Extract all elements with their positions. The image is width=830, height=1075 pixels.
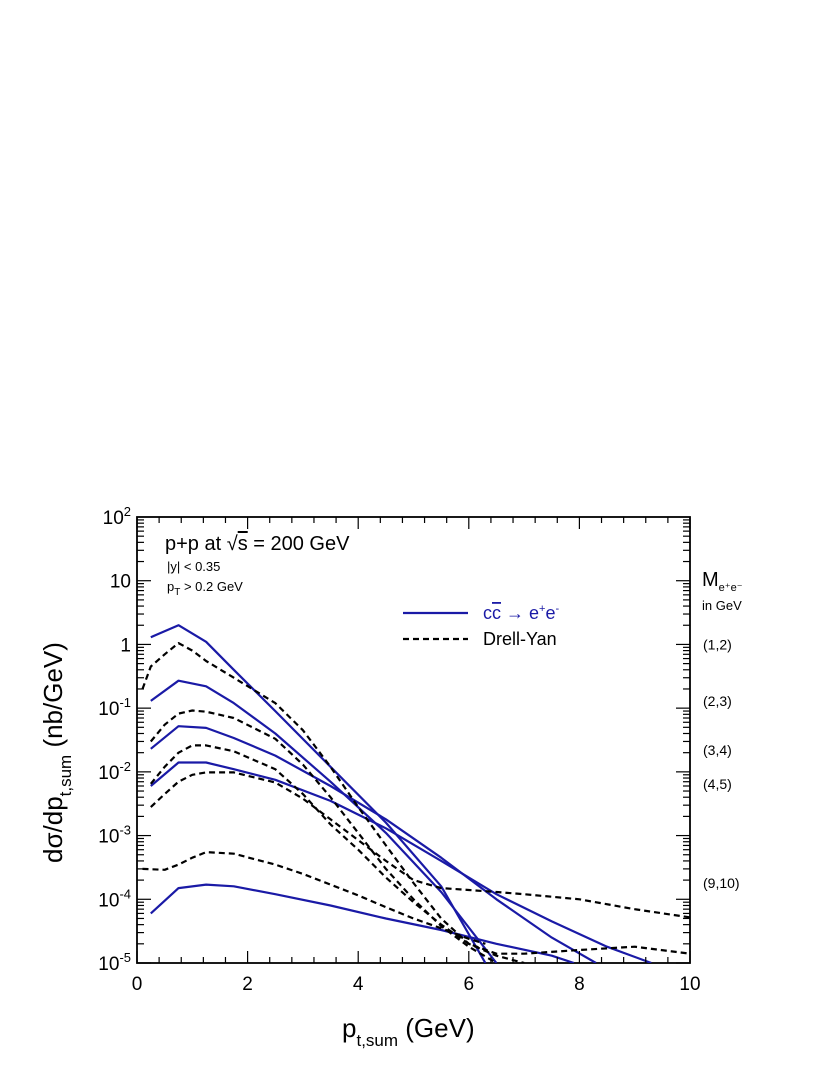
legend: cc → e+e- Drell-Yan bbox=[403, 603, 559, 649]
drell-yan-curve-910 bbox=[142, 850, 486, 945]
charm-curve-910 bbox=[150, 883, 575, 963]
x-tick-label: 2 bbox=[242, 974, 253, 995]
y-tick-label: 10-1 bbox=[98, 695, 131, 720]
x-tick-label: 8 bbox=[574, 974, 585, 995]
mass-labels-group: (1,2) (2,3) (3,4) (4,5) (9,10) bbox=[703, 636, 740, 891]
charm-curve-34 bbox=[150, 725, 597, 963]
mass-bin-label: (2,3) bbox=[703, 693, 732, 709]
ticks-group bbox=[136, 517, 691, 964]
y-tick-label: 10-4 bbox=[98, 886, 131, 911]
charm-curve-45 bbox=[150, 761, 652, 963]
curves-group bbox=[141, 624, 690, 963]
x-tick-label: 0 bbox=[132, 974, 143, 995]
legend-label-charm: cc → e+e- bbox=[483, 603, 559, 623]
x-tick-label: 6 bbox=[464, 974, 475, 995]
drell-yan-curve-34 bbox=[149, 744, 690, 955]
mass-bin-label: (4,5) bbox=[703, 776, 732, 792]
mass-header: Me⁺e⁻ bbox=[702, 569, 743, 594]
mass-unit: in GeV bbox=[702, 598, 742, 613]
rapidity-cut: |y| < 0.35 bbox=[167, 559, 220, 574]
drell-yan-curve-45 bbox=[150, 771, 690, 919]
y-tick-label: 10 bbox=[110, 572, 131, 593]
legend-label-drell-yan: Drell-Yan bbox=[483, 629, 557, 649]
drell-yan-curve-23 bbox=[149, 709, 497, 963]
pt-cut: pT > 0.2 GeV bbox=[167, 579, 243, 598]
charm-curve-12 bbox=[150, 624, 487, 963]
plot-frame bbox=[136, 516, 691, 964]
y-axis-title: dσ/dpt,sum (nb/GeV) bbox=[38, 642, 75, 863]
charm-curve-23 bbox=[150, 679, 498, 963]
y-tick-label: 1 bbox=[120, 635, 131, 656]
y-tick-label: 102 bbox=[103, 504, 131, 529]
x-tick-label: 4 bbox=[353, 974, 364, 995]
system-annotation: p+p at √s = 200 GeV bbox=[165, 533, 350, 555]
drell-yan-curve-12 bbox=[141, 641, 525, 963]
tick-labels-group: 0 2 4 6 8 10 102 10 1 10-1 10-2 10-3 10-4 10-5 bbox=[98, 504, 700, 995]
mass-bin-label: (9,10) bbox=[703, 875, 740, 891]
y-tick-label: 10-5 bbox=[98, 950, 131, 975]
y-tick-label: 10-3 bbox=[98, 823, 131, 848]
mass-bin-label: (3,4) bbox=[703, 742, 732, 758]
y-tick-label: 10-2 bbox=[98, 759, 131, 784]
x-tick-label: 10 bbox=[679, 974, 700, 995]
mass-bin-label: (1,2) bbox=[703, 636, 732, 652]
x-axis-title: pt,sum (GeV) bbox=[342, 1013, 475, 1050]
